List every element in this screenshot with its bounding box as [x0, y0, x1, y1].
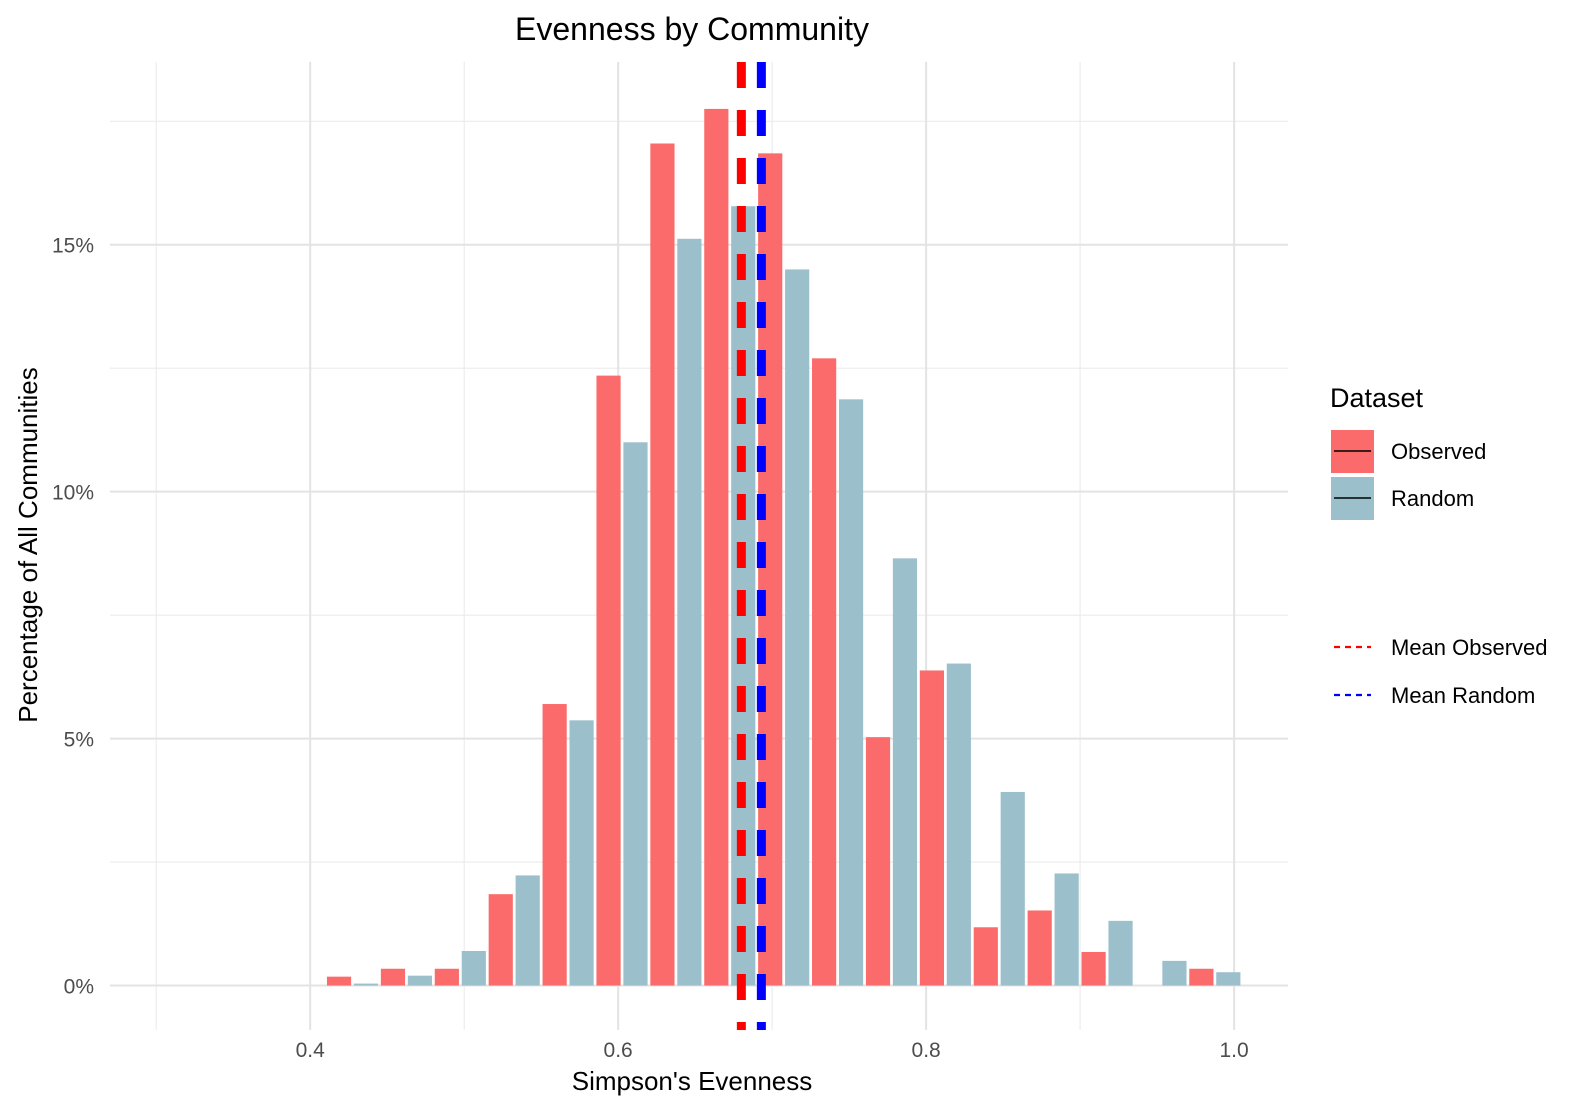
y-tick-label: 0%: [64, 976, 94, 999]
x-axis-title: Simpson's Evenness: [572, 1066, 813, 1096]
bar-observed: [434, 968, 459, 986]
axis-ticks: 0.4 0.6 0.8 1.0 0% 5% 10% 15%: [52, 235, 1249, 1062]
mean-lines: [736, 62, 766, 1030]
bar-random: [461, 950, 486, 986]
y-axis-title: Percentage of All Communities: [13, 367, 43, 723]
y-tick-label: 5%: [64, 729, 94, 752]
bar-observed: [488, 894, 513, 986]
bar-random: [1216, 972, 1241, 986]
legend-label-random: Random: [1391, 486, 1474, 511]
bar-random: [1162, 960, 1187, 986]
bar-random: [1054, 873, 1079, 986]
bar-random: [946, 663, 971, 986]
bar-observed: [542, 704, 567, 986]
legend: Dataset Observed Random Mean Observed Me…: [1330, 383, 1548, 708]
bar-random: [1108, 920, 1133, 986]
x-tick-label: 0.4: [296, 1039, 326, 1062]
bar-observed: [650, 143, 675, 986]
legend-label-observed: Observed: [1391, 439, 1486, 464]
bar-observed: [812, 358, 837, 986]
bar-observed: [326, 976, 352, 986]
bar-observed: [919, 670, 944, 986]
bar-observed: [704, 108, 729, 986]
legend-title: Dataset: [1330, 383, 1424, 413]
x-tick-label: 0.6: [604, 1039, 633, 1062]
bar-random: [785, 269, 810, 986]
bar-random: [892, 558, 918, 986]
legend-label-mean-random: Mean Random: [1391, 683, 1535, 708]
y-tick-label: 15%: [52, 235, 94, 258]
bar-observed: [865, 737, 891, 986]
y-tick-label: 10%: [52, 482, 94, 505]
bar-random: [407, 975, 432, 986]
bar-observed: [1027, 910, 1052, 986]
bar-observed: [973, 927, 998, 986]
bar-random: [569, 720, 594, 986]
x-tick-label: 1.0: [1220, 1039, 1249, 1062]
bar-random: [623, 442, 648, 986]
bar-observed: [380, 968, 406, 986]
legend-label-mean-observed: Mean Observed: [1391, 635, 1548, 660]
bar-observed: [1081, 951, 1106, 986]
bar-random: [677, 238, 702, 986]
x-tick-label: 0.8: [912, 1039, 941, 1062]
bar-observed: [1189, 968, 1214, 986]
bar-random: [1000, 791, 1025, 986]
histogram-bars: [326, 108, 1241, 986]
chart-title: Evenness by Community: [515, 11, 869, 47]
bar-observed: [596, 375, 621, 986]
bar-random: [515, 875, 540, 986]
bar-random: [353, 983, 379, 986]
bar-random: [838, 399, 864, 986]
